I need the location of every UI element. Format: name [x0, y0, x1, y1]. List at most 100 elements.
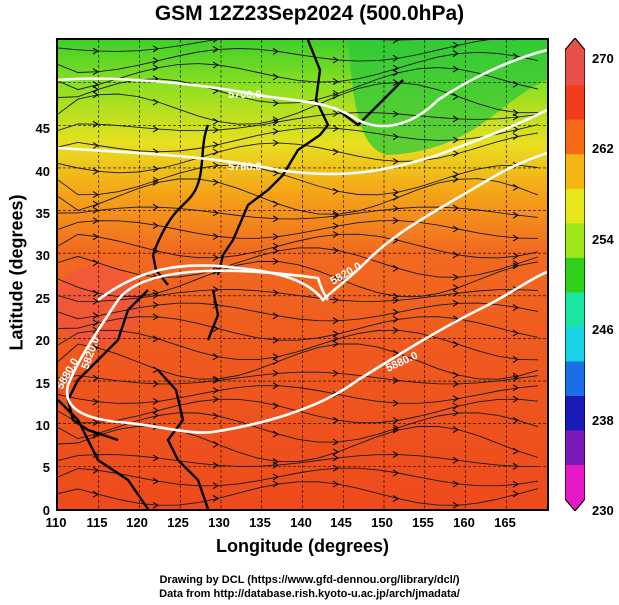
- streamline-arrow: [392, 469, 399, 477]
- streamline-arrow: [92, 374, 99, 382]
- streamline-arrow: [392, 133, 399, 141]
- streamline-arrow: [392, 426, 399, 434]
- streamline-arrow: [452, 41, 459, 49]
- streamline-arrow: [92, 206, 99, 214]
- streamline-arrow: [152, 380, 159, 388]
- streamline-arrow: [452, 340, 459, 348]
- streamline-arrow: [392, 69, 399, 77]
- x-tick-label: 165: [494, 515, 516, 530]
- streamline-arrow: [392, 110, 399, 118]
- streamline-arrow: [452, 170, 459, 178]
- colorbar-bottom-cap: [565, 499, 585, 511]
- streamline-arrow: [272, 118, 279, 126]
- streamline-arrow: [332, 438, 339, 446]
- streamline-arrow: [152, 125, 159, 133]
- streamline-arrow: [512, 260, 519, 267]
- streamline-arrow: [452, 150, 459, 157]
- streamline-arrow: [92, 319, 99, 327]
- streamline-arrow: [212, 286, 219, 294]
- credit-data: Data from http://database.rish.kyoto-u.a…: [159, 588, 460, 600]
- streamline-arrow: [452, 395, 459, 403]
- streamline-arrow: [272, 257, 279, 265]
- streamline-arrow: [152, 98, 159, 106]
- contour-label: 5700.0: [228, 89, 262, 101]
- streamline-arrow: [272, 402, 279, 410]
- y-tick-label: 35: [35, 206, 50, 221]
- streamline-arrow: [212, 40, 218, 43]
- streamline-arrow: [332, 78, 339, 86]
- streamline-arrow: [152, 397, 159, 405]
- x-tick-label: 130: [208, 515, 230, 530]
- streamline-arrow: [392, 64, 399, 72]
- colorbar-cell: [565, 291, 585, 327]
- y-tick-label: 10: [35, 418, 50, 433]
- streamline-arrow: [152, 176, 159, 184]
- streamline-arrow: [512, 416, 519, 424]
- y-tick-label: 45: [35, 121, 50, 136]
- streamline-arrow: [92, 85, 99, 93]
- streamline-arrow: [272, 336, 279, 344]
- streamline-arrow: [272, 461, 279, 469]
- streamline-arrow: [332, 275, 339, 282]
- streamline-arrow: [212, 178, 219, 186]
- streamline-arrow: [512, 234, 519, 242]
- y-tick-label: 0: [42, 503, 50, 518]
- streamline-arrow: [392, 308, 399, 316]
- x-tick-label: 155: [412, 515, 434, 530]
- streamline-arrow: [512, 447, 519, 455]
- streamline-arrow: [152, 477, 159, 485]
- streamline-arrow: [332, 212, 339, 220]
- streamline-arrow: [452, 50, 459, 58]
- streamline-arrow: [392, 54, 399, 62]
- streamline-arrow: [512, 480, 519, 488]
- contour-label: 5760.0: [228, 161, 262, 173]
- streamline-arrow: [332, 335, 339, 343]
- streamline-arrow: [452, 284, 459, 292]
- streamline-arrow: [272, 480, 279, 488]
- streamline-arrow: [272, 169, 279, 177]
- y-tick-label: 15: [35, 376, 50, 391]
- streamline-arrow: [452, 175, 459, 183]
- x-tick-label: 140: [290, 515, 312, 530]
- streamline-arrow: [452, 251, 459, 259]
- coastlines: [58, 40, 404, 509]
- streamline-arrow: [152, 412, 159, 419]
- streamline-arrow: [512, 252, 519, 260]
- streamline-arrow: [92, 81, 99, 89]
- y-axis-label: Latitude (degrees): [6, 194, 27, 351]
- streamline-arrow: [392, 315, 399, 323]
- streamline-arrow: [512, 183, 519, 191]
- streamline-arrow: [392, 217, 399, 225]
- streamline-arrow: [512, 132, 519, 140]
- streamline-arrow: [272, 215, 279, 223]
- colorbar-cell: [565, 464, 585, 500]
- x-tick-label: 115: [86, 515, 108, 530]
- streamline-arrow: [332, 317, 339, 325]
- streamline-arrow: [272, 353, 279, 361]
- streamline-arrow: [152, 45, 159, 53]
- streamline-arrow: [512, 329, 519, 337]
- streamline-arrow: [332, 187, 339, 195]
- streamline-arrow: [272, 382, 279, 390]
- colorbar-cell: [565, 84, 585, 120]
- streamline-arrow: [272, 369, 279, 377]
- streamline-arrow: [392, 417, 399, 424]
- x-tick-label: 145: [330, 515, 352, 530]
- streamline-arrow: [152, 178, 159, 186]
- colorbar: [565, 38, 585, 511]
- colorbar-tick-label: 238: [592, 413, 614, 428]
- streamline-arrow: [452, 380, 459, 388]
- streamline-arrow: [452, 204, 459, 212]
- streamline-arrow: [332, 90, 339, 97]
- streamline-arrow: [92, 419, 99, 427]
- x-tick-label: 110: [45, 515, 67, 530]
- streamline-arrow: [512, 262, 519, 270]
- x-tick-label: 135: [249, 515, 271, 530]
- x-tick-label: 150: [371, 515, 393, 530]
- streamline-arrow: [392, 495, 399, 503]
- streamline-arrow: [152, 407, 159, 415]
- streamline-arrow: [152, 203, 159, 211]
- y-tick-label: 40: [35, 164, 50, 179]
- streamline-arrow: [272, 242, 279, 250]
- streamline-arrow: [512, 372, 519, 380]
